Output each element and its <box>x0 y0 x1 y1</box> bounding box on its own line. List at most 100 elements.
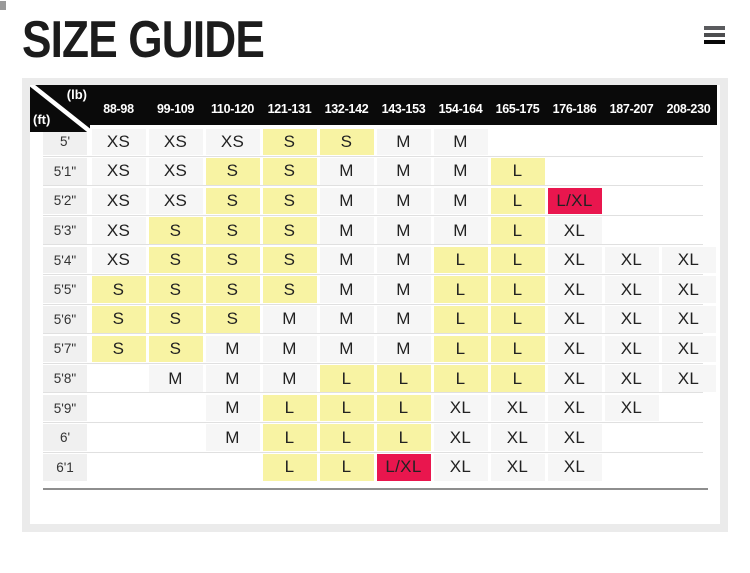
size-cell: M <box>319 217 374 244</box>
height-unit-label: (ft) <box>33 112 51 127</box>
row-label: 5'2" <box>43 187 87 215</box>
size-row-57: 5'7" S S M M M M L L XL XL XL <box>30 334 717 364</box>
col-header-154-164: 154-164 <box>438 101 483 116</box>
size-cell: XS <box>148 187 203 215</box>
size-cell: M <box>319 276 374 304</box>
row-separator <box>43 333 703 335</box>
size-table-header: (lb) (ft) 88-98 99-109 110-120 121-131 132-1… <box>30 85 717 132</box>
col-header-208-230: 208-230 <box>666 101 711 116</box>
table-bottom-rule <box>43 488 708 491</box>
size-cell <box>604 217 659 244</box>
size-cell: S <box>91 306 146 333</box>
size-cell: L <box>433 365 488 392</box>
size-cell: S <box>205 158 260 185</box>
size-cell: M <box>433 158 488 185</box>
size-cell: M <box>205 365 260 392</box>
size-row-58: 5'8" M M M L L L L XL XL XL <box>30 364 717 394</box>
size-cell: S <box>148 276 203 304</box>
row-label: 5'3" <box>43 217 87 244</box>
hamburger-bar <box>704 40 725 44</box>
size-cell: M <box>433 187 488 215</box>
size-cell <box>661 128 716 156</box>
size-cell: XL <box>547 454 602 481</box>
size-row-53: 5'3" XS S S S M M M L XL <box>30 216 717 246</box>
weight-unit-label: (lb) <box>66 87 87 102</box>
size-cell: S <box>205 276 260 304</box>
row-label: 5' <box>43 128 87 156</box>
size-cell: M <box>433 217 488 244</box>
col-header-176-186: 176-186 <box>552 101 597 116</box>
size-cell: XL <box>661 335 716 363</box>
size-cell: XS <box>91 217 146 244</box>
size-row-54: 5'4" XS S S S M M L L XL XL XL <box>30 245 717 275</box>
size-cell: L <box>433 306 488 333</box>
size-cell <box>661 454 716 481</box>
size-cell: S <box>148 306 203 333</box>
row-label: 5'7" <box>43 335 87 363</box>
row-label: 5'4" <box>43 246 87 274</box>
screen-edge-artifact <box>0 1 6 10</box>
size-cell <box>661 158 716 185</box>
size-cell: XL <box>604 365 659 392</box>
size-cell: S <box>205 306 260 333</box>
size-cell: S <box>205 246 260 274</box>
row-label: 5'1" <box>43 158 87 185</box>
size-cell: L <box>262 394 317 422</box>
size-cell <box>604 158 659 185</box>
col-header-165-175: 165-175 <box>495 101 540 116</box>
row-separator <box>43 421 703 423</box>
size-cell: XS <box>91 158 146 185</box>
size-cell: S <box>262 128 317 156</box>
row-label: 5'8" <box>43 365 87 392</box>
size-cell: XS <box>148 128 203 156</box>
size-cell: XL <box>490 424 545 452</box>
col-header-110-120: 110-120 <box>210 101 255 116</box>
size-cell: M <box>205 394 260 422</box>
size-cell: M <box>433 128 488 156</box>
size-cell: XL <box>547 246 602 274</box>
size-cell <box>661 217 716 244</box>
size-cell <box>604 187 659 215</box>
row-separator <box>43 185 703 187</box>
size-cell: XL <box>661 276 716 304</box>
row-separator <box>43 303 703 305</box>
size-cell: L <box>433 246 488 274</box>
size-cell: XL <box>604 394 659 422</box>
size-cell <box>547 128 602 156</box>
size-cell <box>148 454 203 481</box>
row-separator <box>43 214 703 216</box>
size-cell <box>91 424 146 452</box>
size-cell: L <box>490 217 545 244</box>
size-cell: S <box>262 158 317 185</box>
size-cell: M <box>376 246 431 274</box>
size-cell <box>91 394 146 422</box>
size-cell: XS <box>91 246 146 274</box>
size-cell: L <box>319 454 374 481</box>
size-cell: L/XL <box>547 187 602 215</box>
size-cell <box>547 158 602 185</box>
size-cell: XL <box>547 424 602 452</box>
size-cell: XL <box>433 454 488 481</box>
size-cell: XS <box>91 128 146 156</box>
size-cell: XL <box>661 246 716 274</box>
size-cell <box>604 424 659 452</box>
hamburger-bar <box>704 26 725 30</box>
size-cell: M <box>319 246 374 274</box>
size-cell: XL <box>433 424 488 452</box>
size-cell: XL <box>547 276 602 304</box>
row-separator <box>43 244 703 246</box>
size-cell: S <box>148 217 203 244</box>
row-separator <box>43 273 703 275</box>
row-separator <box>43 451 703 453</box>
hamburger-menu-icon[interactable] <box>704 26 725 44</box>
size-cell: S <box>205 187 260 215</box>
size-cell <box>205 454 260 481</box>
size-cell: XL <box>547 335 602 363</box>
size-cell: M <box>262 335 317 363</box>
size-row-51: 5'1" XS XS S S M M M L <box>30 157 717 187</box>
size-cell: L <box>490 246 545 274</box>
size-cell: XL <box>547 365 602 392</box>
size-cell: XL <box>547 394 602 422</box>
size-cell: L <box>376 394 431 422</box>
size-cell: M <box>262 306 317 333</box>
